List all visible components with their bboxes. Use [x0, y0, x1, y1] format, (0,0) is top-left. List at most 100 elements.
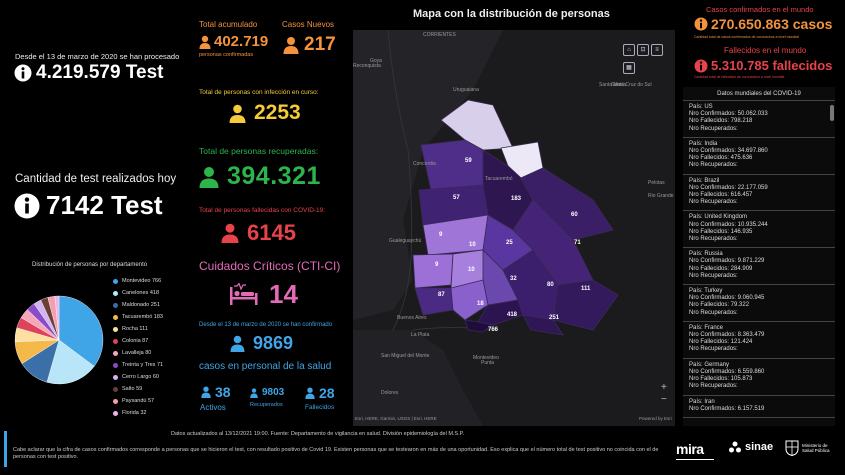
country-pais: País: Russia [689, 251, 723, 258]
footer-accent-bar [4, 431, 7, 467]
mira-logo-underline [676, 459, 714, 460]
country-pais: País: France [689, 324, 724, 331]
country-rec: Nro Recuperados: [689, 346, 738, 353]
country-row[interactable]: País: Germany Nro Confirmados: 6.559.860 N… [683, 359, 835, 396]
map-dept-value: 71 [574, 240, 581, 246]
country-list: País: US Nro Confirmados: 50.062.033 Nro F… [683, 101, 835, 418]
country-row[interactable]: País: United Kingdom Nro Confirmados: 10.… [683, 211, 835, 249]
health-recovered-label: Recuperados [250, 402, 283, 408]
map-dept-value: 10 [468, 267, 475, 273]
total-tests-value: 4.219.579 Test [36, 62, 164, 83]
country-row[interactable]: País: France Nro Confirmados: 8.363.479 Nr… [683, 322, 835, 359]
country-row[interactable]: País: Brazil Nro Confirmados: 22.177.059 N… [683, 175, 835, 212]
health-recovered-value: 9803 [262, 387, 285, 398]
map-place-label: Santa María [599, 82, 627, 88]
basemap-icon[interactable]: ▦ [623, 62, 635, 74]
country-conf: Nro Confirmados: 22.177.059 [689, 184, 768, 191]
cti: 14 [229, 279, 298, 310]
total-accumulated-label: Total acumulado [199, 20, 258, 29]
country-pais: País: US [689, 104, 713, 110]
legend-item: Cerro Largo 60 [113, 371, 193, 383]
world-data-panel[interactable]: Datos mundiales del COVID-19 País: US Nro… [683, 87, 835, 426]
legend-label: Cerro Largo 60 [122, 374, 159, 380]
map-dept-value: 57 [453, 195, 460, 201]
pie-slice[interactable] [58, 295, 104, 367]
country-fall: Nro Fallecidos: 105.873 [689, 376, 753, 383]
country-conf: Nro Confirmados: 6.559.860 [689, 368, 765, 375]
cti-value: 14 [269, 279, 298, 309]
map-dept-value: 59 [465, 158, 472, 164]
dept-canelones [477, 299, 524, 326]
country-fall: Nro Fallecidos: 284.909 [689, 265, 753, 272]
legend-label: Canelones 418 [122, 290, 160, 296]
person-icon [283, 37, 299, 54]
info-icon [694, 17, 708, 31]
health-cases-value: 9869 [253, 333, 294, 353]
pie-slice[interactable] [46, 339, 95, 385]
total-accumulated-sub: personas confirmadas [199, 52, 254, 58]
legend-item: Paysandú 57 [113, 395, 193, 407]
dept-san-jose [450, 279, 489, 321]
zoom-in-button[interactable]: + [661, 382, 667, 393]
world-deaths: 5.310.785 fallecidos [694, 58, 832, 73]
map-title: Mapa con la distribución de personas [413, 8, 610, 20]
map-view[interactable]: ⌂ ⊡ ≡ ▦ + − Esri, HERE, Garmin, USGS | Esri,… [353, 30, 675, 426]
map-place-label: Tacuarembó [485, 176, 513, 182]
legend-label: Lavalleja 80 [122, 350, 152, 356]
zoom-out-button[interactable]: − [661, 394, 667, 405]
legend-swatch [113, 386, 118, 392]
map-place-label: Montevideo [473, 355, 499, 361]
country-pais: País: United Kingdom [689, 214, 748, 221]
deaths: 6145 [221, 220, 296, 246]
dept-colonia [414, 287, 454, 316]
country-fall: Nro Fallecidos: 146.935 [689, 228, 753, 235]
country-pais: País: Brazil [689, 177, 720, 184]
country-conf: Nro Confirmados: 10.935.244 [689, 221, 768, 228]
dept-rocha [552, 279, 619, 331]
map-dept-value: 183 [511, 196, 522, 202]
map-dept-value: 18 [477, 301, 484, 307]
country-rec: Nro Recuperados: [689, 383, 738, 390]
person-icon [221, 223, 239, 243]
country-row[interactable]: País: US Nro Confirmados: 50.062.033 Nro F… [683, 101, 835, 138]
legend-item: Montevideo 766 [113, 275, 193, 287]
country-pais: País: Germany [689, 361, 730, 368]
country-conf: Nro Confirmados: 9.871.229 [689, 258, 765, 265]
legend-label: Treinta y Tres 71 [122, 362, 164, 368]
info-icon [694, 59, 708, 72]
new-cases-label: Casos Nuevos [282, 20, 335, 29]
map-dept-value: 9 [435, 262, 439, 268]
map-place-label: Gualeguaychú [389, 238, 422, 244]
map-dept-value: 25 [506, 240, 513, 246]
legend-swatch [113, 398, 118, 404]
active-cases-value: 2253 [254, 101, 301, 124]
country-conf: Nro Confirmados: 34.697.860 [689, 148, 768, 155]
country-row[interactable]: País: Turkey Nro Confirmados: 9.060.945 Nr… [683, 285, 835, 322]
new-cases-value: 217 [304, 34, 336, 55]
total-accumulated-value: 402.719 [214, 33, 269, 50]
country-pais: País: Iran [689, 398, 715, 405]
country-rec: Nro Recuperados: [689, 199, 738, 206]
footer-note: Cabe aclarar que la cifra de casos confi… [13, 447, 659, 460]
country-row[interactable]: País: India Nro Confirmados: 34.697.860 Nr… [683, 138, 835, 175]
map-dept-value: 418 [507, 312, 518, 318]
panel-scrollbar[interactable] [830, 105, 834, 121]
country-row[interactable]: País: Iran Nro Confirmados: 6.157.519 [683, 396, 835, 418]
layers-icon[interactable]: ≡ [651, 44, 663, 56]
country-fall: Nro Fallecidos: 121.424 [689, 339, 753, 346]
country-fall: Nro Fallecidos: 79.322 [689, 302, 750, 309]
country-fall: Nro Fallecidos: 616.457 [689, 192, 753, 199]
home-icon[interactable]: ⌂ [623, 44, 635, 56]
map-dept-value: 766 [488, 327, 499, 333]
active-cases-label: Total de personas con infección en curso… [199, 89, 319, 96]
world-cases-value: 270.650.863 casos [711, 16, 833, 32]
world-deaths-label: Fallecidos en el mundo [724, 46, 807, 55]
zoom-extent-icon[interactable]: ⊡ [637, 44, 649, 56]
world-deaths-value: 5.310.785 fallecidos [711, 58, 833, 73]
dept-soriano [412, 253, 454, 289]
country-conf: Nro Confirmados: 8.363.479 [689, 332, 765, 339]
country-row[interactable]: País: Russia Nro Confirmados: 9.871.229 Nr… [683, 248, 835, 286]
today-tests-value: 7142 Test [46, 190, 163, 220]
map-dept-value: 10 [469, 242, 476, 248]
pie-slice[interactable] [54, 295, 60, 341]
